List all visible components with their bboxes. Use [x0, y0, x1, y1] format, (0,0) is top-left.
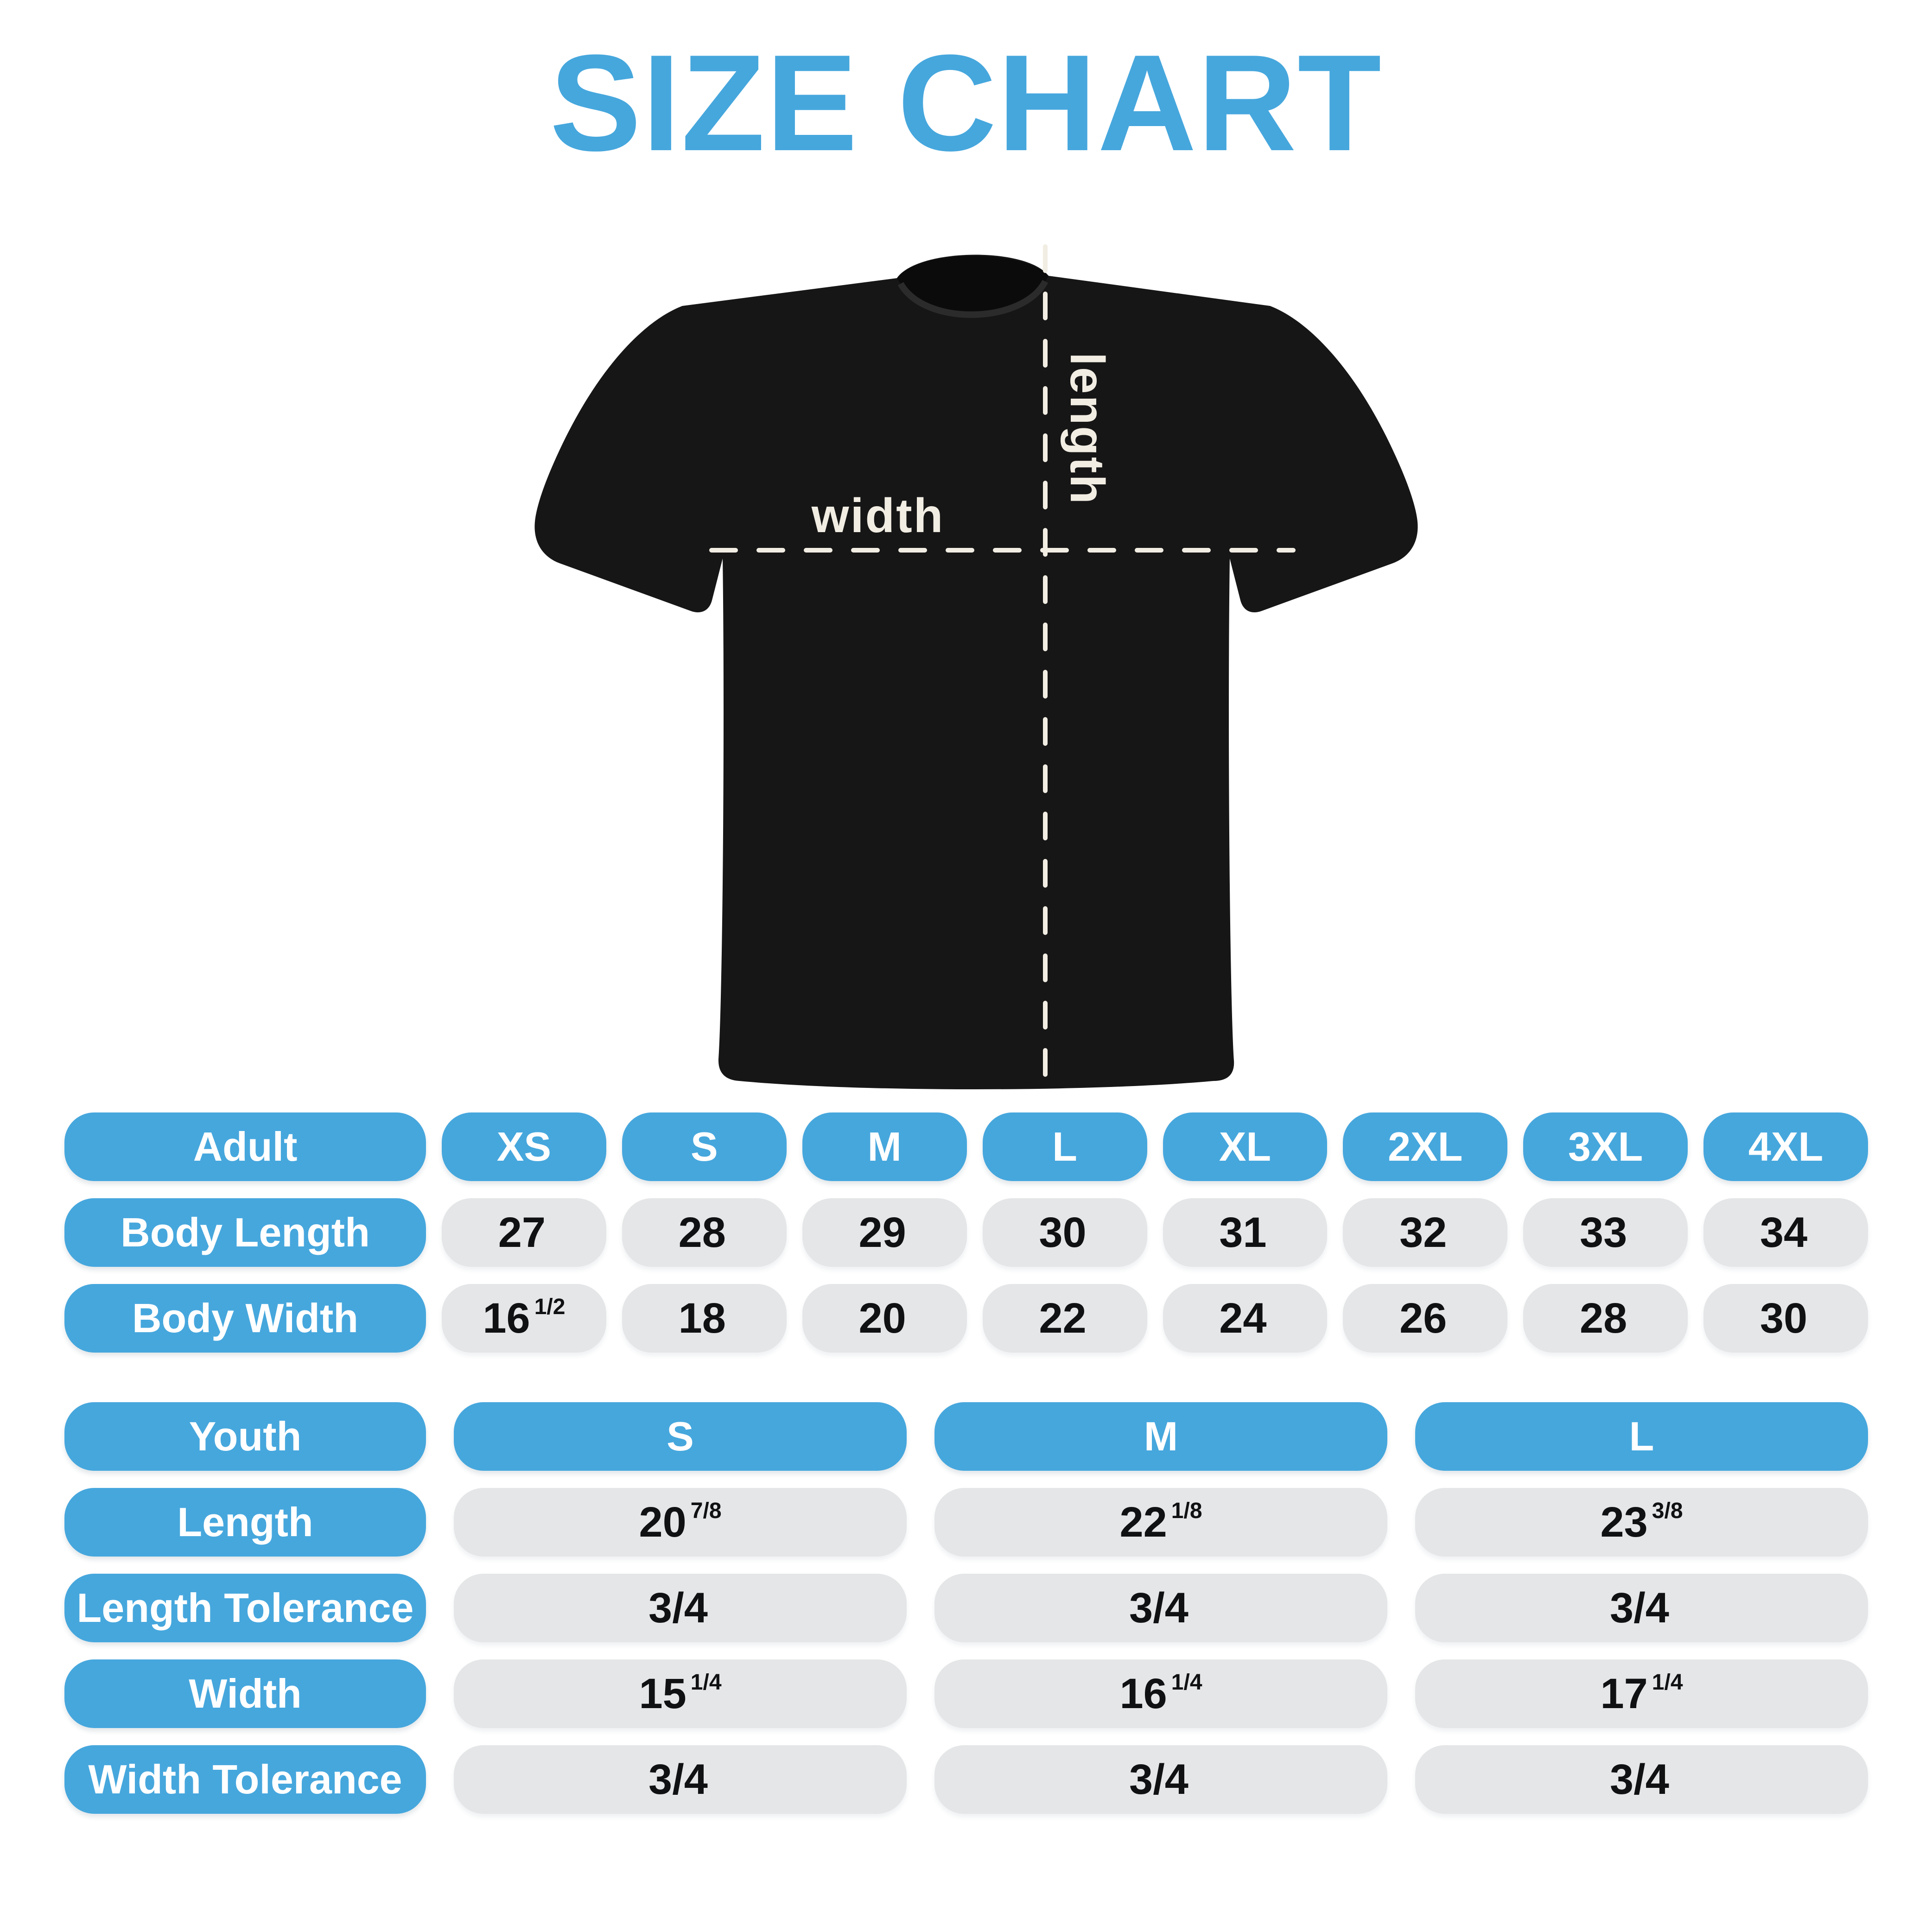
- value-cell: 23 3/8: [1415, 1488, 1868, 1557]
- value-cell: 22 1/8: [934, 1488, 1387, 1557]
- tshirt-graphic: width length: [534, 244, 1418, 1089]
- adult-size-header-l: L: [982, 1112, 1147, 1181]
- value-cell: 28: [1523, 1284, 1688, 1353]
- value-cell: 31: [1163, 1198, 1328, 1267]
- tshirt-collar-band: [897, 280, 1049, 318]
- row-label: Width Tolerance: [64, 1745, 426, 1814]
- value-cell: 3/4: [454, 1574, 907, 1642]
- length-label: length: [1060, 352, 1114, 505]
- value-cell: 30: [1703, 1284, 1868, 1353]
- row-label: Length: [64, 1488, 426, 1557]
- value-cell: 20: [802, 1284, 967, 1353]
- adult-size-header-2xl: 2XL: [1343, 1112, 1508, 1181]
- adult-table-title: Adult: [64, 1112, 426, 1181]
- value-cell: 3/4: [1415, 1745, 1868, 1814]
- width-label: width: [811, 489, 944, 543]
- value-cell: 27: [442, 1198, 606, 1267]
- row-label: Length Tolerance: [64, 1574, 426, 1642]
- value-cell: 16 1/2: [442, 1284, 606, 1353]
- value-cell: 24: [1163, 1284, 1328, 1353]
- adult-size-header-4xl: 4XL: [1703, 1112, 1868, 1181]
- value-cell: 28: [622, 1198, 787, 1267]
- youth-size-table: Youth S M L Length 20 7/8 22 1/8 23 3/8 Len…: [64, 1402, 1868, 1814]
- tshirt-collar: [897, 256, 1049, 311]
- value-cell: 22: [982, 1284, 1147, 1353]
- value-cell: 32: [1343, 1198, 1508, 1267]
- row-label: Body Length: [64, 1198, 426, 1267]
- value-cell: 3/4: [934, 1574, 1387, 1642]
- tshirt-body: [534, 254, 1418, 1089]
- adult-size-header-xl: XL: [1163, 1112, 1328, 1181]
- youth-size-header-m: M: [934, 1402, 1387, 1471]
- tshirt-measurement-diagram: width length: [487, 213, 1460, 1122]
- youth-size-header-s: S: [454, 1402, 907, 1471]
- youth-size-header-l: L: [1415, 1402, 1868, 1471]
- adult-size-header-3xl: 3XL: [1523, 1112, 1688, 1181]
- value-cell: 15 1/4: [454, 1659, 907, 1728]
- value-cell: 33: [1523, 1198, 1688, 1267]
- value-cell: 34: [1703, 1198, 1868, 1267]
- value-cell: 18: [622, 1284, 787, 1353]
- value-cell: 20 7/8: [454, 1488, 907, 1557]
- adult-size-header-xs: XS: [442, 1112, 606, 1181]
- adult-size-table: Adult XS S M L XL 2XL 3XL 4XL Body Lengt…: [64, 1112, 1868, 1353]
- youth-table-title: Youth: [64, 1402, 426, 1471]
- adult-size-header-s: S: [622, 1112, 787, 1181]
- row-label: Width: [64, 1659, 426, 1728]
- page-title: SIZE CHART: [550, 26, 1382, 179]
- value-cell: 3/4: [454, 1745, 907, 1814]
- adult-size-header-m: M: [802, 1112, 967, 1181]
- value-cell: 26: [1343, 1284, 1508, 1353]
- value-cell: 29: [802, 1198, 967, 1267]
- value-cell: 17 1/4: [1415, 1659, 1868, 1728]
- value-cell: 30: [982, 1198, 1147, 1267]
- value-cell: 16 1/4: [934, 1659, 1387, 1728]
- row-label: Body Width: [64, 1284, 426, 1353]
- value-cell: 3/4: [934, 1745, 1387, 1814]
- value-cell: 3/4: [1415, 1574, 1868, 1642]
